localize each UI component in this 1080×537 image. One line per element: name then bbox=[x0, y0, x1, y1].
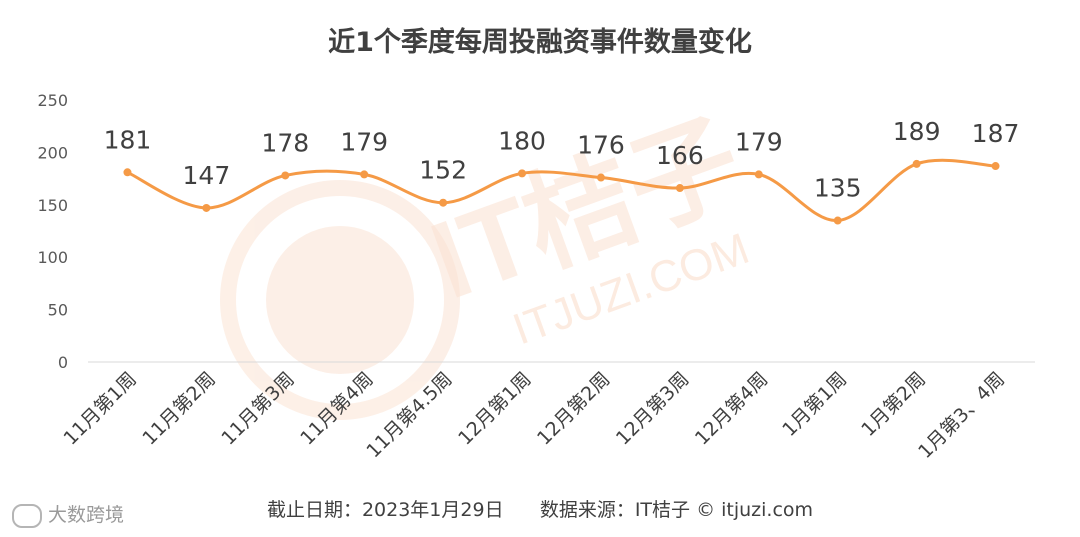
brand-logo-icon bbox=[12, 503, 42, 528]
data-labels: 181 147 178 179 152 180 176 166 179 135 189 187 bbox=[104, 117, 1020, 203]
y-tick-label: 50 bbox=[48, 301, 68, 320]
x-tick-label: 11月第1周 bbox=[59, 368, 141, 450]
corner-logo-text: 大数跨境 bbox=[48, 504, 125, 526]
x-axis: 11月第1周11月第2周11月第3周11月第4周11月第4.5周12月第1周12… bbox=[59, 368, 1009, 463]
corner-logo: 大数跨境 bbox=[12, 500, 124, 528]
data-point bbox=[754, 170, 763, 179]
x-tick-label: 11月第2周 bbox=[138, 368, 220, 450]
chart-footer: 截止日期：2023年1月29日 数据来源：IT桔子 © itjuzi.com bbox=[0, 495, 1080, 522]
data-label: 178 bbox=[261, 128, 309, 157]
x-tick-label: 12月第1周 bbox=[454, 368, 536, 450]
data-label: 147 bbox=[183, 161, 231, 190]
data-point bbox=[281, 171, 290, 180]
data-label: 187 bbox=[972, 119, 1020, 148]
footer-date: 截止日期：2023年1月29日 bbox=[266, 499, 504, 521]
data-label: 189 bbox=[893, 117, 941, 146]
y-tick-label: 0 bbox=[58, 353, 68, 372]
x-tick-label: 12月第2周 bbox=[533, 368, 615, 450]
chart-title: 近1个季度每周投融资事件数量变化 bbox=[328, 27, 752, 58]
y-tick-label: 100 bbox=[37, 248, 68, 267]
data-label: 135 bbox=[814, 174, 862, 203]
data-point bbox=[912, 159, 921, 168]
footer-source: 数据来源：IT桔子 © itjuzi.com bbox=[539, 499, 814, 521]
x-tick-label: 1月第1周 bbox=[778, 368, 851, 441]
x-tick-label: 1月第2周 bbox=[857, 368, 930, 441]
data-points bbox=[123, 159, 1000, 225]
data-point bbox=[439, 198, 448, 207]
data-label: 166 bbox=[656, 141, 704, 170]
data-point bbox=[360, 170, 369, 179]
data-point bbox=[991, 162, 1000, 171]
series-line bbox=[126, 158, 996, 223]
data-point bbox=[202, 203, 211, 212]
data-point bbox=[518, 169, 527, 178]
data-label: 180 bbox=[498, 126, 546, 155]
x-tick-label: 12月第4周 bbox=[691, 368, 773, 450]
y-tick-label: 200 bbox=[37, 143, 68, 162]
x-tick-label: 11月第4周 bbox=[296, 368, 378, 450]
x-tick-label: 12月第3周 bbox=[612, 368, 694, 450]
data-label: 181 bbox=[104, 125, 152, 154]
y-tick-label: 150 bbox=[37, 196, 68, 215]
x-tick-label: 11月第4.5周 bbox=[362, 368, 456, 462]
data-label: 179 bbox=[340, 127, 388, 156]
y-tick-label: 250 bbox=[37, 91, 68, 110]
data-point bbox=[675, 184, 684, 193]
data-label: 176 bbox=[577, 131, 625, 160]
data-label: 179 bbox=[735, 127, 783, 156]
data-point bbox=[123, 168, 132, 177]
data-point bbox=[596, 173, 605, 182]
y-axis: 0 50 100 150 200 250 bbox=[37, 91, 68, 372]
data-label: 152 bbox=[419, 156, 467, 185]
x-tick-label: 11月第3周 bbox=[217, 368, 299, 450]
data-point bbox=[833, 216, 842, 225]
